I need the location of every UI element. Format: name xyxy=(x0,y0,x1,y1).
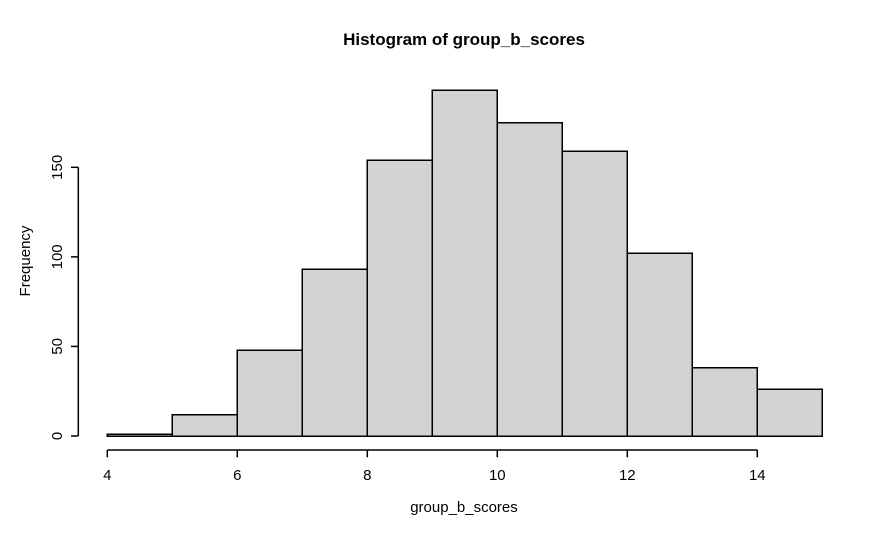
histogram-bar xyxy=(366,159,434,437)
y-axis: 0 50 100 150 xyxy=(49,155,80,440)
x-tick-label: 12 xyxy=(619,467,636,484)
y-tick-label: 100 xyxy=(49,244,66,269)
histogram-bar xyxy=(171,413,239,437)
histogram-bar xyxy=(301,268,369,437)
x-tick-label: 6 xyxy=(233,467,241,484)
histogram-bars xyxy=(106,89,824,437)
histogram-bar xyxy=(496,121,564,437)
x-axis-title: group_b_scores xyxy=(410,499,518,516)
chart-title: Histogram of group_b_scores xyxy=(343,30,585,49)
histogram-bar xyxy=(756,388,824,437)
y-tick-label: 150 xyxy=(49,155,66,180)
histogram-bar xyxy=(236,349,304,437)
x-tick-label: 10 xyxy=(489,467,506,484)
x-axis: 4 6 8 10 12 14 xyxy=(103,449,766,484)
histogram-bar xyxy=(626,252,694,437)
histogram-bar xyxy=(561,150,629,437)
y-axis-title: Frequency xyxy=(17,225,34,296)
x-tick-label: 14 xyxy=(749,467,766,484)
y-tick-label: 50 xyxy=(49,338,66,355)
y-tick-label: 0 xyxy=(49,432,66,440)
x-tick-label: 8 xyxy=(363,467,371,484)
histogram-bar xyxy=(431,89,499,437)
histogram-bar xyxy=(691,367,759,437)
histogram-bar xyxy=(106,433,174,437)
x-tick-label: 4 xyxy=(103,467,111,484)
